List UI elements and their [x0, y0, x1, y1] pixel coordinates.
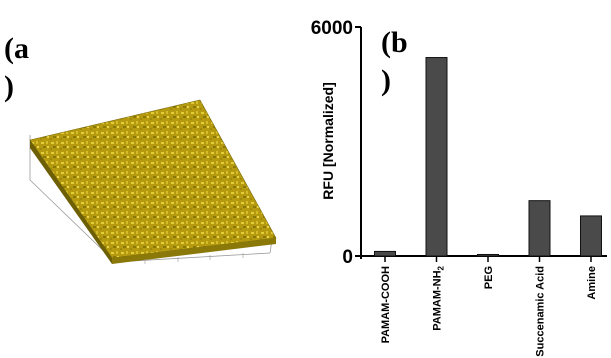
y-tick-label: 6000 [311, 18, 353, 39]
panel-b-label-open: (b [381, 26, 408, 59]
y-axis-title: RFU [Normalized] [320, 82, 336, 199]
panel-a-label-close: ) [4, 70, 14, 103]
x-tick-label: PAMAM-NH2 [432, 265, 446, 330]
bar-0 [374, 250, 396, 257]
bar-2 [477, 253, 499, 257]
bar-4 [580, 215, 602, 257]
x-tick-label: Amine [586, 266, 598, 300]
x-tick-label: Succenamic Acid [535, 266, 547, 357]
x-tick-label: PEG [483, 266, 495, 289]
bar-1 [425, 57, 448, 257]
bar-3 [528, 200, 551, 257]
panel-a-label-open: (a [4, 32, 29, 65]
panel-b-label-close: ) [381, 64, 391, 97]
x-tick-label: PAMAM-COOH [380, 266, 392, 343]
y-tick-label: 0 [342, 247, 353, 268]
